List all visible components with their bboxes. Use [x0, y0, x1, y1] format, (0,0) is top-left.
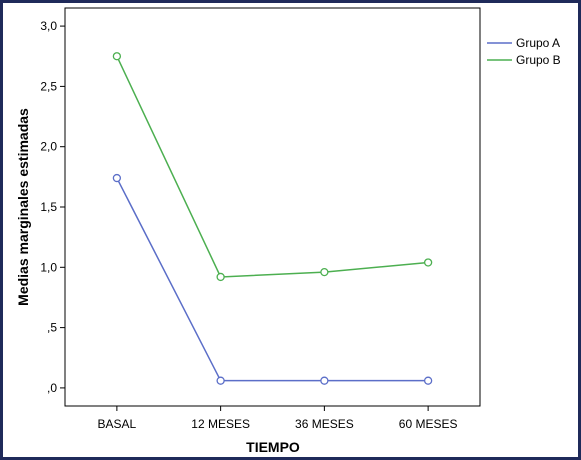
- y-tick-label: ,5: [47, 321, 57, 335]
- y-tick-label: 2,5: [40, 79, 57, 93]
- legend-label: Grupo B: [516, 53, 561, 67]
- y-tick-label: ,0: [47, 381, 57, 395]
- data-point: [112, 52, 122, 61]
- y-tick-label: 1,5: [40, 200, 57, 214]
- data-point: [320, 267, 329, 277]
- y-tick-label: 2,0: [40, 140, 57, 154]
- x-axis: BASAL 12 MESES 36 MESES 60 MESES: [98, 406, 458, 431]
- x-tick-label: BASAL: [98, 417, 137, 431]
- y-tick-label: 3,0: [40, 19, 57, 33]
- data-point: [423, 258, 433, 267]
- plot-area: [64, 7, 481, 407]
- data-point: [112, 173, 122, 183]
- data-point: [216, 376, 225, 385]
- legend-label: Grupo A: [516, 36, 560, 50]
- y-axis-title: Medias marginales estimadas: [15, 108, 31, 306]
- x-tick-label: 60 MESES: [399, 417, 458, 431]
- y-axis: ,0 ,5 1,0 1,5 2,0 2,5 3,0: [40, 19, 65, 395]
- data-point: [216, 272, 225, 282]
- series-line-grupo-a: [116, 177, 429, 382]
- data-point: [423, 376, 433, 385]
- x-tick-label: 36 MESES: [295, 417, 354, 431]
- y-tick-label: 1,0: [40, 260, 57, 274]
- series-line-grupo-b: [116, 55, 429, 278]
- series-layer: [112, 52, 433, 385]
- legend: Grupo A Grupo B: [487, 36, 561, 67]
- data-point: [320, 376, 329, 385]
- x-axis-title: TIEMPO: [246, 439, 300, 455]
- x-tick-label: 12 MESES: [191, 417, 250, 431]
